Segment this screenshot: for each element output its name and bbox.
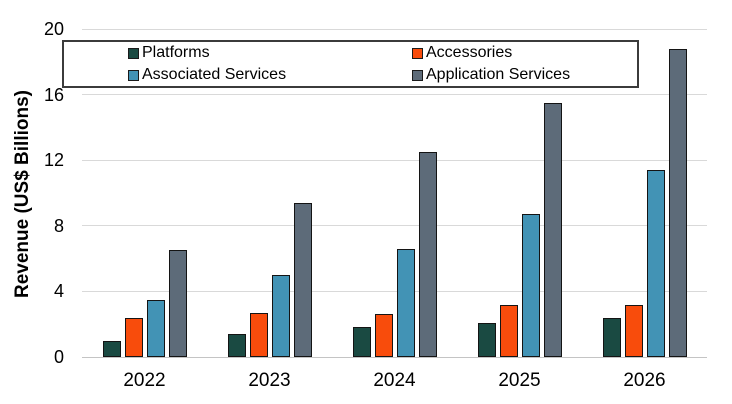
y-tick-label-0: 0 xyxy=(53,347,64,367)
bar-accessories-2026 xyxy=(624,304,643,357)
x-tick-label-2026: 2026 xyxy=(623,370,666,391)
gridline-y-12 xyxy=(82,159,707,161)
legend-label-accessories: Accessories xyxy=(426,44,513,61)
bar-accessories-2025 xyxy=(499,304,518,357)
bar-application-services-2024 xyxy=(418,152,437,357)
legend-marker-accessories-icon xyxy=(412,47,423,59)
bar-application-services-2023 xyxy=(293,202,312,357)
bar-platforms-2022 xyxy=(102,340,121,357)
x-tick-label-2024: 2024 xyxy=(373,370,416,391)
bar-accessories-2022 xyxy=(124,317,143,357)
bar-platforms-2026 xyxy=(602,317,621,357)
bar-associated-services-2023 xyxy=(271,275,290,357)
x-tick-label-2025: 2025 xyxy=(498,370,541,391)
x-tick-label-2023: 2023 xyxy=(248,370,291,391)
y-tick-label-12: 12 xyxy=(43,150,64,171)
bar-associated-services-2026 xyxy=(646,170,665,357)
legend-entry-associated-services: Associated Services xyxy=(128,65,412,86)
bar-application-services-2025 xyxy=(543,102,562,357)
legend-label-application-services: Application Services xyxy=(426,66,571,83)
bar-accessories-2024 xyxy=(374,314,393,357)
bar-platforms-2024 xyxy=(352,327,371,357)
gridline-y-8 xyxy=(82,225,707,227)
gridline-y-4 xyxy=(82,290,707,292)
bar-associated-services-2024 xyxy=(396,248,415,357)
bar-platforms-2023 xyxy=(227,334,246,357)
bar-application-services-2026 xyxy=(668,48,687,357)
legend-entry-application-services: Application Services xyxy=(412,65,637,86)
bar-application-services-2022 xyxy=(168,250,187,357)
bar-platforms-2025 xyxy=(477,322,496,357)
legend-entry-accessories: Accessories xyxy=(412,43,637,64)
y-tick-label-8: 8 xyxy=(53,215,64,236)
legend-marker-platforms-icon xyxy=(128,47,139,59)
bar-associated-services-2025 xyxy=(521,214,540,357)
legend-marker-application-services-icon xyxy=(412,69,423,81)
y-tick-label-16: 16 xyxy=(43,84,64,105)
legend: Platforms Accessories Associated Services A… xyxy=(62,40,639,88)
plot-area xyxy=(82,28,707,358)
y-tick-label-4: 4 xyxy=(53,281,64,302)
y-tick-label-20: 20 xyxy=(43,19,64,39)
gridline-y-16 xyxy=(82,94,707,96)
bar-accessories-2023 xyxy=(249,312,268,357)
legend-label-associated-services: Associated Services xyxy=(142,66,287,83)
legend-label-platforms: Platforms xyxy=(142,44,210,61)
bar-associated-services-2022 xyxy=(146,299,165,357)
x-tick-label-2022: 2022 xyxy=(123,370,166,391)
legend-marker-associated-services-icon xyxy=(128,69,139,81)
x-axis-line xyxy=(82,356,707,358)
gridline-y-20 xyxy=(82,28,707,30)
legend-entry-platforms: Platforms xyxy=(128,43,412,64)
